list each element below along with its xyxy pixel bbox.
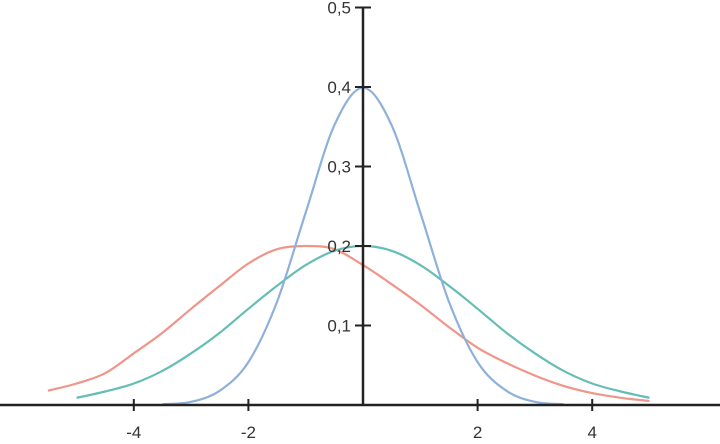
axes-layer: -4 -2 2 4 0,1 0,2 0,3 0,4 0,5 xyxy=(126,0,597,442)
series-line-1 xyxy=(47,244,650,403)
y-tick-label: 0,5 xyxy=(327,0,351,18)
x-tick-label: 2 xyxy=(473,423,482,442)
x-tick-label: 4 xyxy=(587,423,596,442)
y-tick-label: 0,3 xyxy=(327,158,351,177)
y-tick-label: 0,1 xyxy=(327,317,351,336)
y-tick-label: 0,2 xyxy=(327,237,351,256)
y-tick-label: 0,4 xyxy=(327,78,351,97)
x-tick-label: -2 xyxy=(241,423,256,442)
x-tick-label: -4 xyxy=(126,423,141,442)
